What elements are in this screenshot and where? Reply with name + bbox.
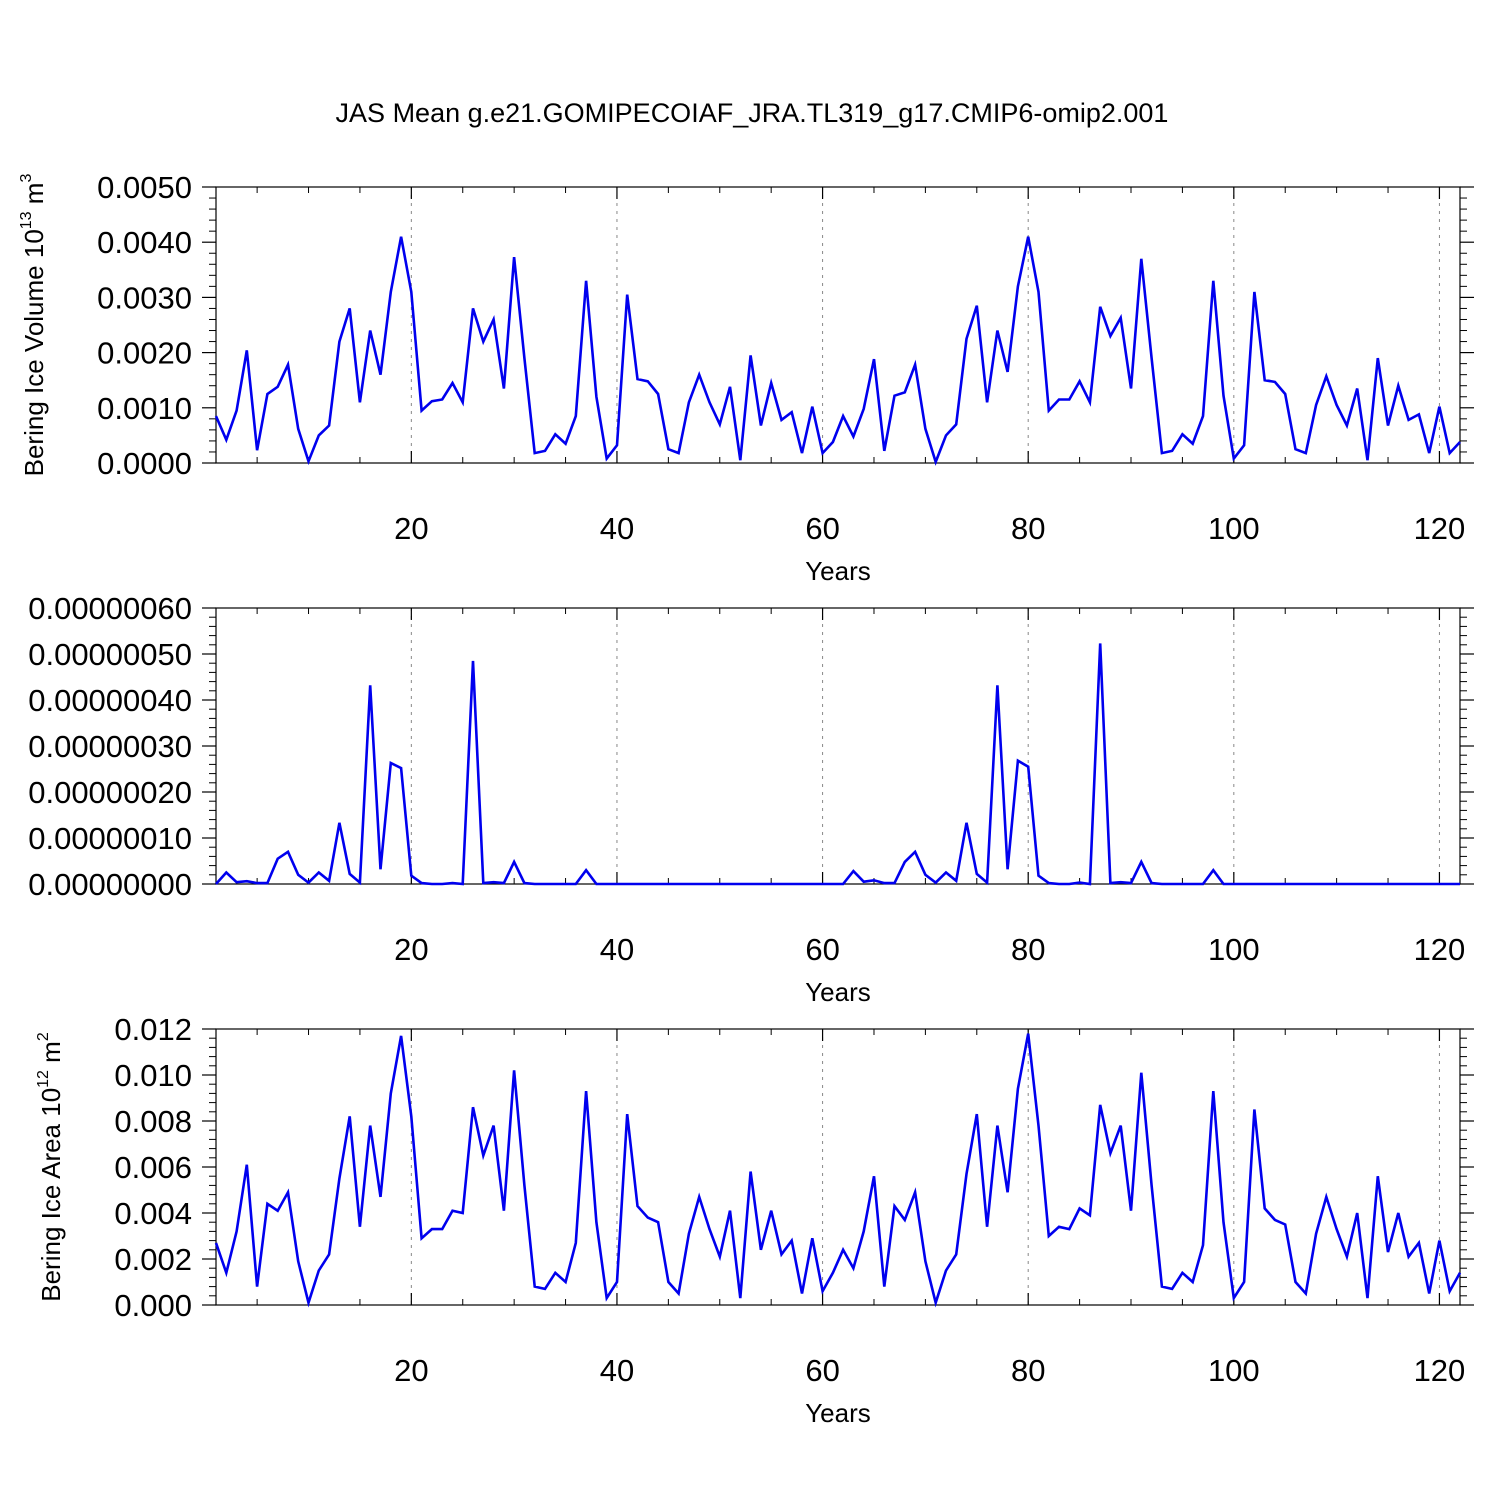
y-tick-label-0.0010: 0.0010 [97,391,192,426]
data-series-line [214,1033,1462,1308]
x-tick-label-100: 100 [1208,511,1260,546]
y-tick-label-0.0030: 0.0030 [97,280,192,315]
x-tick-label-60: 60 [805,1353,839,1388]
x-tick-label-60: 60 [805,511,839,546]
plot-panel-3: 20 40 60 80 100 120 0.000 0.002 0.004 0.006 0.008 0… [35,1012,1474,1428]
x-tick-label-40: 40 [600,932,634,967]
chart-title: JAS Mean g.e21.GOMIPECOIAF_JRA.TL319_g17… [336,98,1169,128]
y-tick-label-0.00000020: 0.00000020 [28,775,192,810]
y-tick-label-0.002: 0.002 [114,1242,192,1277]
y-tick-label-0.00000030: 0.00000030 [28,729,192,764]
y-tick-label-0.00000040: 0.00000040 [28,683,192,718]
y-tick-label-0.012: 0.012 [114,1012,192,1047]
x-tick-label-120: 120 [1414,511,1466,546]
y-axis-label-superscript: 3 [18,174,35,183]
y-tick-label-0.004: 0.004 [114,1196,192,1231]
y-axis-label: Bering Ice Volume 1013 m3 [18,174,49,477]
x-axis-label: Years [805,1398,871,1428]
y-tick-label-0.00000050: 0.00000050 [28,637,192,672]
x-tick-label-60: 60 [805,932,839,967]
x-tick-label-100: 100 [1208,932,1260,967]
y-tick-label-0.010: 0.010 [114,1058,192,1093]
plot-frame [215,607,1461,885]
plot-panel-2: 20 40 60 80 100 120 0.00000000 0.00000010 0.0000… [28,591,1474,1007]
x-tick-label-20: 20 [394,511,428,546]
x-tick-label-80: 80 [1011,1353,1045,1388]
x-tick-label-40: 40 [600,1353,634,1388]
y-tick-label-0.000: 0.000 [114,1288,192,1323]
y-tick-label-0.0000: 0.0000 [97,446,192,481]
y-tick-label-0.006: 0.006 [114,1150,192,1185]
y-tick-label-0.00000000: 0.00000000 [28,867,192,902]
data-series-line [215,643,1460,886]
y-axis-label-superscript: 12 [35,1070,52,1088]
y-tick-label-0.0020: 0.0020 [97,336,192,371]
y-axis-label-superscript: 13 [18,211,35,229]
x-tick-label-120: 120 [1414,1353,1466,1388]
x-tick-label-80: 80 [1011,511,1045,546]
y-axis-label-text: Bering Ice Volume 10 [19,229,49,476]
plot-panel-1: 20 40 60 80 100 120 0.0000 0.0010 0.0020 0.0030 0.… [18,170,1474,586]
x-tick-label-80: 80 [1011,932,1045,967]
y-tick-label-0.008: 0.008 [114,1104,192,1139]
x-tick-label-120: 120 [1414,932,1466,967]
x-axis-label: Years [805,556,871,586]
y-axis-label-superscript: 2 [35,1032,52,1041]
y-tick-label-0.00000010: 0.00000010 [28,821,192,856]
x-axis-label: Years [805,977,871,1007]
y-axis-label-text: m [19,183,49,212]
x-tick-label-100: 100 [1208,1353,1260,1388]
x-tick-label-20: 20 [394,932,428,967]
data-series-line [214,236,1461,466]
y-axis-label-text: Bering Ice Area 10 [36,1088,66,1302]
y-tick-label-0.00000060: 0.00000060 [28,591,192,626]
y-axis-label: Bering Ice Area 1012 m2 [35,1032,66,1302]
x-tick-label-20: 20 [394,1353,428,1388]
x-tick-label-40: 40 [600,511,634,546]
y-tick-label-0.0050: 0.0050 [97,170,192,205]
plot-frame [215,186,1461,464]
y-axis-label-text: m [36,1041,66,1070]
y-tick-label-0.0040: 0.0040 [97,225,192,260]
